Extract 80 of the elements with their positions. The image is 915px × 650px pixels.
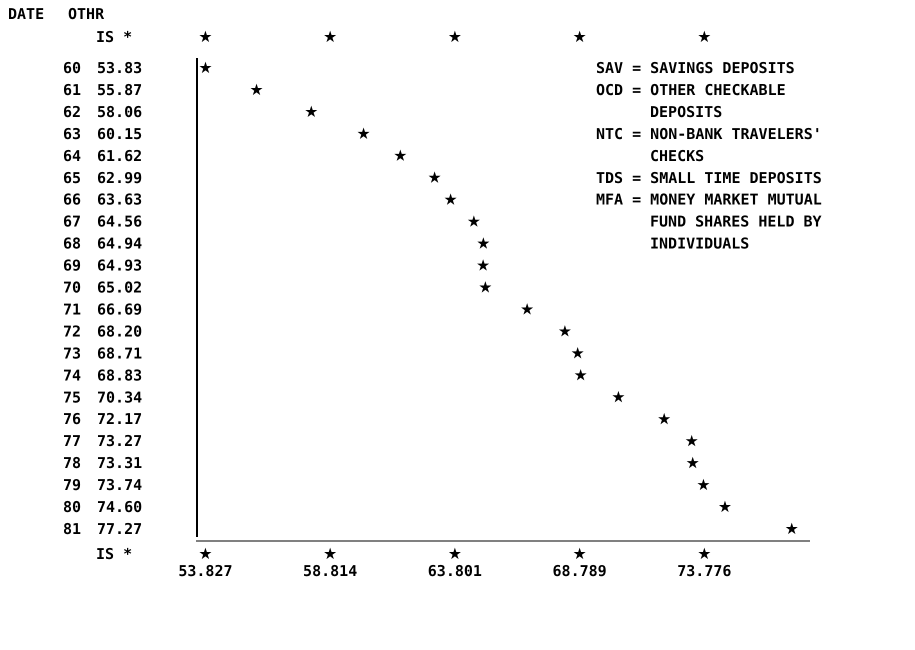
y-tick-label: 74: [62, 366, 82, 384]
y-tick-label: 72: [62, 322, 82, 340]
point: [686, 434, 698, 446]
data-label: 68.71: [97, 344, 142, 362]
y-tick-label: 64: [62, 146, 82, 165]
x-tick-label: 53.827: [178, 562, 233, 580]
y-tick-label: 79: [62, 476, 82, 494]
point: [477, 237, 490, 249]
point: [521, 303, 534, 315]
data-label: 77.27: [97, 520, 142, 538]
data-label: 72.17: [97, 410, 142, 428]
data-label: 74.60: [97, 498, 142, 516]
point: [574, 368, 587, 380]
y-tick-label: 80: [62, 498, 82, 516]
point: [572, 347, 584, 358]
y-tick-label: 76: [62, 410, 82, 428]
data-label: 63.63: [97, 190, 142, 209]
y-tick-label: 73: [62, 344, 82, 362]
point: [305, 106, 318, 118]
point: [358, 128, 370, 139]
point: [558, 325, 571, 337]
annotation: TDS = SMALL TIME DEPOSITS: [596, 168, 822, 187]
data-label: 70.34: [97, 388, 142, 406]
data-label: 68.20: [97, 322, 142, 340]
point: [612, 390, 624, 402]
point: [428, 171, 441, 183]
point: [786, 522, 798, 534]
point: [444, 193, 457, 205]
y-tick-label: 77: [62, 432, 82, 450]
data-label: 62.99: [97, 168, 142, 187]
x-axis-title: OTHR: [68, 5, 106, 23]
data-label: 64.93: [97, 256, 142, 275]
data-label: 53.83: [97, 59, 142, 77]
data-label: 68.83: [97, 366, 142, 384]
data-label: 60.15: [97, 124, 142, 143]
y-axis-title: DATE: [8, 5, 44, 23]
text: IS *: [96, 544, 132, 563]
y-tick-label: 66: [62, 190, 82, 209]
point: [658, 412, 670, 424]
point: [686, 456, 699, 468]
x-tick-label: 73.776: [677, 562, 732, 580]
data-label: 73.31: [97, 454, 142, 472]
data-label: 73.27: [97, 432, 142, 450]
annotation: SAV = SAVINGS DEPOSITS: [596, 59, 795, 77]
y-tick-label: 65: [62, 168, 82, 187]
x-tick-label: 63.801: [428, 562, 482, 580]
y-tick-label: 81: [62, 520, 82, 538]
y-tick-label: 61: [62, 80, 82, 99]
annotation: MFA = MONEY MARKET MUTUAL FUND SHARES HELD BY INDIVIDUALS: [596, 190, 822, 253]
y-tick-label: 75: [62, 388, 82, 406]
point: [468, 215, 480, 227]
text: IS *: [96, 28, 132, 46]
point: [199, 62, 212, 74]
y-tick-label: 63: [62, 124, 82, 143]
data-label: 73.74: [97, 476, 142, 494]
annotation: NTC = NON-BANK TRAVELERS' CHECKS: [596, 124, 822, 165]
annotation: OCD = OTHER CHECKABLE DEPOSITS: [596, 80, 786, 121]
data-label: 55.87: [97, 80, 142, 99]
point: [718, 500, 731, 512]
y-tick-label: 62: [62, 102, 82, 121]
point: [697, 478, 710, 490]
y-tick-label: 70: [62, 278, 82, 296]
y-tick-label: 67: [62, 212, 82, 231]
point: [479, 281, 492, 293]
point: [250, 84, 263, 96]
data-label: 64.94: [97, 234, 142, 253]
x-tick-label: 58.814: [303, 562, 358, 580]
data-label: 64.56: [97, 212, 142, 231]
data-label: 65.02: [97, 278, 142, 296]
point: [477, 259, 490, 271]
y-tick-label: 69: [62, 256, 82, 275]
y-tick-label: 78: [62, 454, 82, 472]
data-label: 61.62: [97, 146, 142, 165]
point: [394, 149, 406, 161]
y-tick-label: 71: [62, 300, 82, 318]
data-label: 58.06: [97, 102, 142, 121]
data-label: 66.69: [97, 300, 142, 318]
x-tick-label: 68.789: [552, 562, 607, 580]
y-tick-label: 68: [62, 234, 82, 253]
y-tick-label: 60: [62, 59, 82, 77]
